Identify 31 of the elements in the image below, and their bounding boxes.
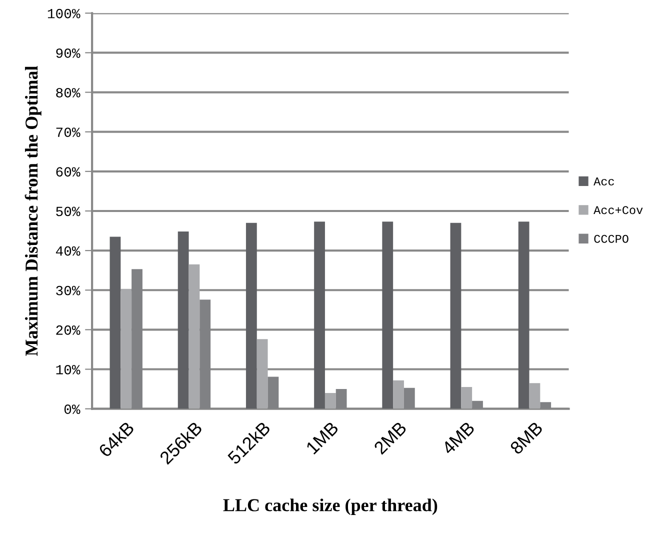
bar (393, 380, 404, 409)
bar (256, 339, 268, 409)
bar (314, 222, 325, 409)
bar (120, 288, 132, 409)
y-tick-label: 60% (56, 167, 80, 177)
bar (450, 222, 462, 409)
y-tick-label: 10% (56, 364, 80, 374)
bar (529, 383, 540, 409)
y-tick-label: 40% (56, 246, 80, 256)
y-tick-label: 80% (56, 88, 80, 98)
legend-label: CCCPO (594, 234, 628, 243)
x-axis-title: LLC cache size (per thread) (223, 498, 438, 515)
bar (382, 222, 394, 409)
legend-label: Acc+Cov (594, 206, 643, 214)
legend-label: Acc (594, 178, 614, 186)
y-tick-label: 20% (56, 325, 80, 335)
y-tick-label: 50% (56, 206, 80, 216)
y-tick-label: 70% (56, 128, 80, 138)
bar (518, 222, 530, 409)
x-tick-label: 4MB (441, 421, 476, 456)
bar (461, 387, 472, 409)
bar (178, 232, 189, 409)
y-tick-label: 0% (64, 404, 80, 414)
y-tick-label: 30% (56, 286, 80, 296)
bar (110, 236, 121, 409)
bar (188, 264, 200, 409)
y-axis-title: Maximum Distance from the Optimal (24, 66, 42, 356)
bar (246, 222, 257, 409)
y-tick-label: 100% (48, 8, 80, 18)
bar (324, 392, 336, 409)
y-tick-label: 90% (56, 48, 80, 58)
